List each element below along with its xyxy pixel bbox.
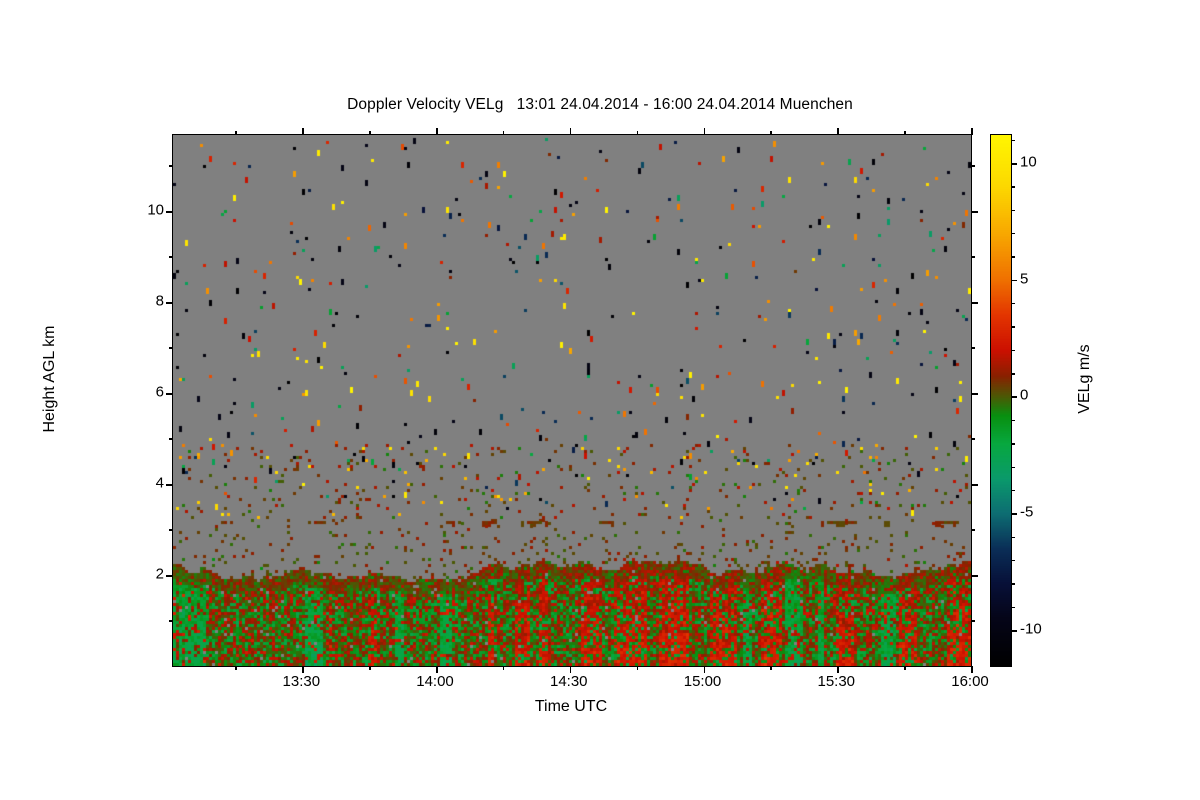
colorbar-tick [1011,419,1015,422]
colorbar-tick [1011,303,1015,305]
x-axis-tick [436,666,438,673]
colorbar-tick [1011,536,1015,538]
colorbar-tick [1011,256,1015,258]
x-axis-tick [235,666,237,670]
x-tick-label: 16:00 [951,673,989,690]
colorbar-tick [1011,489,1015,492]
colorbar-tick-label: 0 [1020,386,1029,404]
colorbar-tick [1011,606,1015,609]
y-axis-tick [971,483,978,486]
x-axis-tick [502,131,505,135]
colorbar-tick-label: -10 [1020,620,1042,638]
colorbar[interactable] [990,134,1017,667]
colorbar-tick [1011,559,1015,562]
x-axis-tick [369,666,371,670]
x-axis-tick [703,128,706,135]
y-axis-tick [971,165,975,167]
y-axis-tick [971,210,978,213]
x-tick-label: 13:30 [282,673,321,690]
x-axis-tick [302,128,304,135]
y-axis-tick [169,256,173,258]
x-axis-tick [904,666,906,670]
x-axis-tick [770,131,772,135]
x-axis-tick [502,666,505,670]
colorbar-tick [1011,279,1017,282]
colorbar-tick [1011,583,1015,585]
y-axis-tick [971,574,978,577]
y-axis-tick-labels: 2 4 6 8 10 [120,134,164,665]
y-axis-tick [166,392,173,395]
y-axis-tick [971,529,975,531]
x-axis-tick [837,666,839,673]
x-axis-tick [569,128,572,135]
x-axis-tick [971,128,973,135]
colorbar-tick [1011,513,1017,515]
y-axis-tick [169,529,173,531]
colorbar-tick-label: 10 [1020,153,1037,171]
x-axis-tick [703,666,706,673]
heatmap-data-canvas[interactable] [173,135,971,666]
x-tick-label: 14:30 [549,673,588,690]
colorbar-tick [1011,233,1015,235]
colorbar-tick [1011,349,1015,352]
y-tick-label: 10 [147,201,164,219]
y-tick-label: 2 [155,565,164,583]
x-tick-label: 15:00 [683,673,722,690]
colorbar-tick [1011,466,1015,468]
x-tick-label: 14:00 [416,673,454,690]
colorbar-tick [1011,186,1015,188]
y-axis-tick [169,165,173,167]
x-axis-tick [636,666,639,670]
x-axis-tick [837,128,839,135]
x-axis-tick [369,131,371,135]
y-axis-tick [169,438,173,440]
colorbar-tick [1011,373,1015,375]
y-axis-tick [971,301,978,304]
y-axis-tick [166,483,173,486]
y-axis-tick [169,620,173,622]
x-axis-tick [302,666,304,673]
colorbar-tick [1011,326,1015,328]
colorbar-tick [1011,629,1017,632]
page-title: Doppler Velocity VELg 13:01 24.04.2014 -… [347,96,853,113]
colorbar-tick [1011,396,1017,399]
y-tick-label: 4 [155,474,164,492]
colorbar-tick-label: 5 [1020,270,1029,288]
y-tick-label: 8 [155,292,164,310]
y-axis-tick [166,210,173,213]
y-axis-tick [169,347,173,349]
colorbar-gradient [991,135,1011,666]
colorbar-tick-label: -5 [1020,503,1034,521]
x-axis-tick [235,131,237,135]
y-axis-tick [166,301,173,304]
colorbar-tick [1011,139,1015,142]
y-axis-title: Height AGL km [41,325,58,433]
x-axis-tick-labels: 13:30 14:00 14:30 15:00 15:30 16:00 [172,673,989,697]
colorbar-tick [1011,443,1015,445]
x-axis-tick [971,666,973,673]
x-axis-title: Time UTC [534,698,608,715]
x-axis-tick [636,131,639,135]
y-axis-tick [166,574,173,577]
colorbar-tick [1011,163,1017,165]
y-axis-tick [971,392,978,395]
x-axis-tick [904,131,906,135]
plot-axes[interactable] [166,128,978,673]
y-axis-tick [971,438,975,440]
x-axis-tick [436,128,438,135]
colorbar-title: VELg m/s [1076,344,1093,414]
y-axis-tick [971,347,975,349]
y-axis-tick [971,256,975,258]
y-axis-tick [971,620,975,622]
x-axis-tick [770,666,772,670]
colorbar-tick [1011,209,1015,212]
y-tick-label: 6 [155,383,164,401]
x-tick-label: 15:30 [817,673,856,690]
x-axis-tick [569,666,572,673]
colorbar-tick-labels: -10 -5 0 5 10 [1020,134,1080,665]
